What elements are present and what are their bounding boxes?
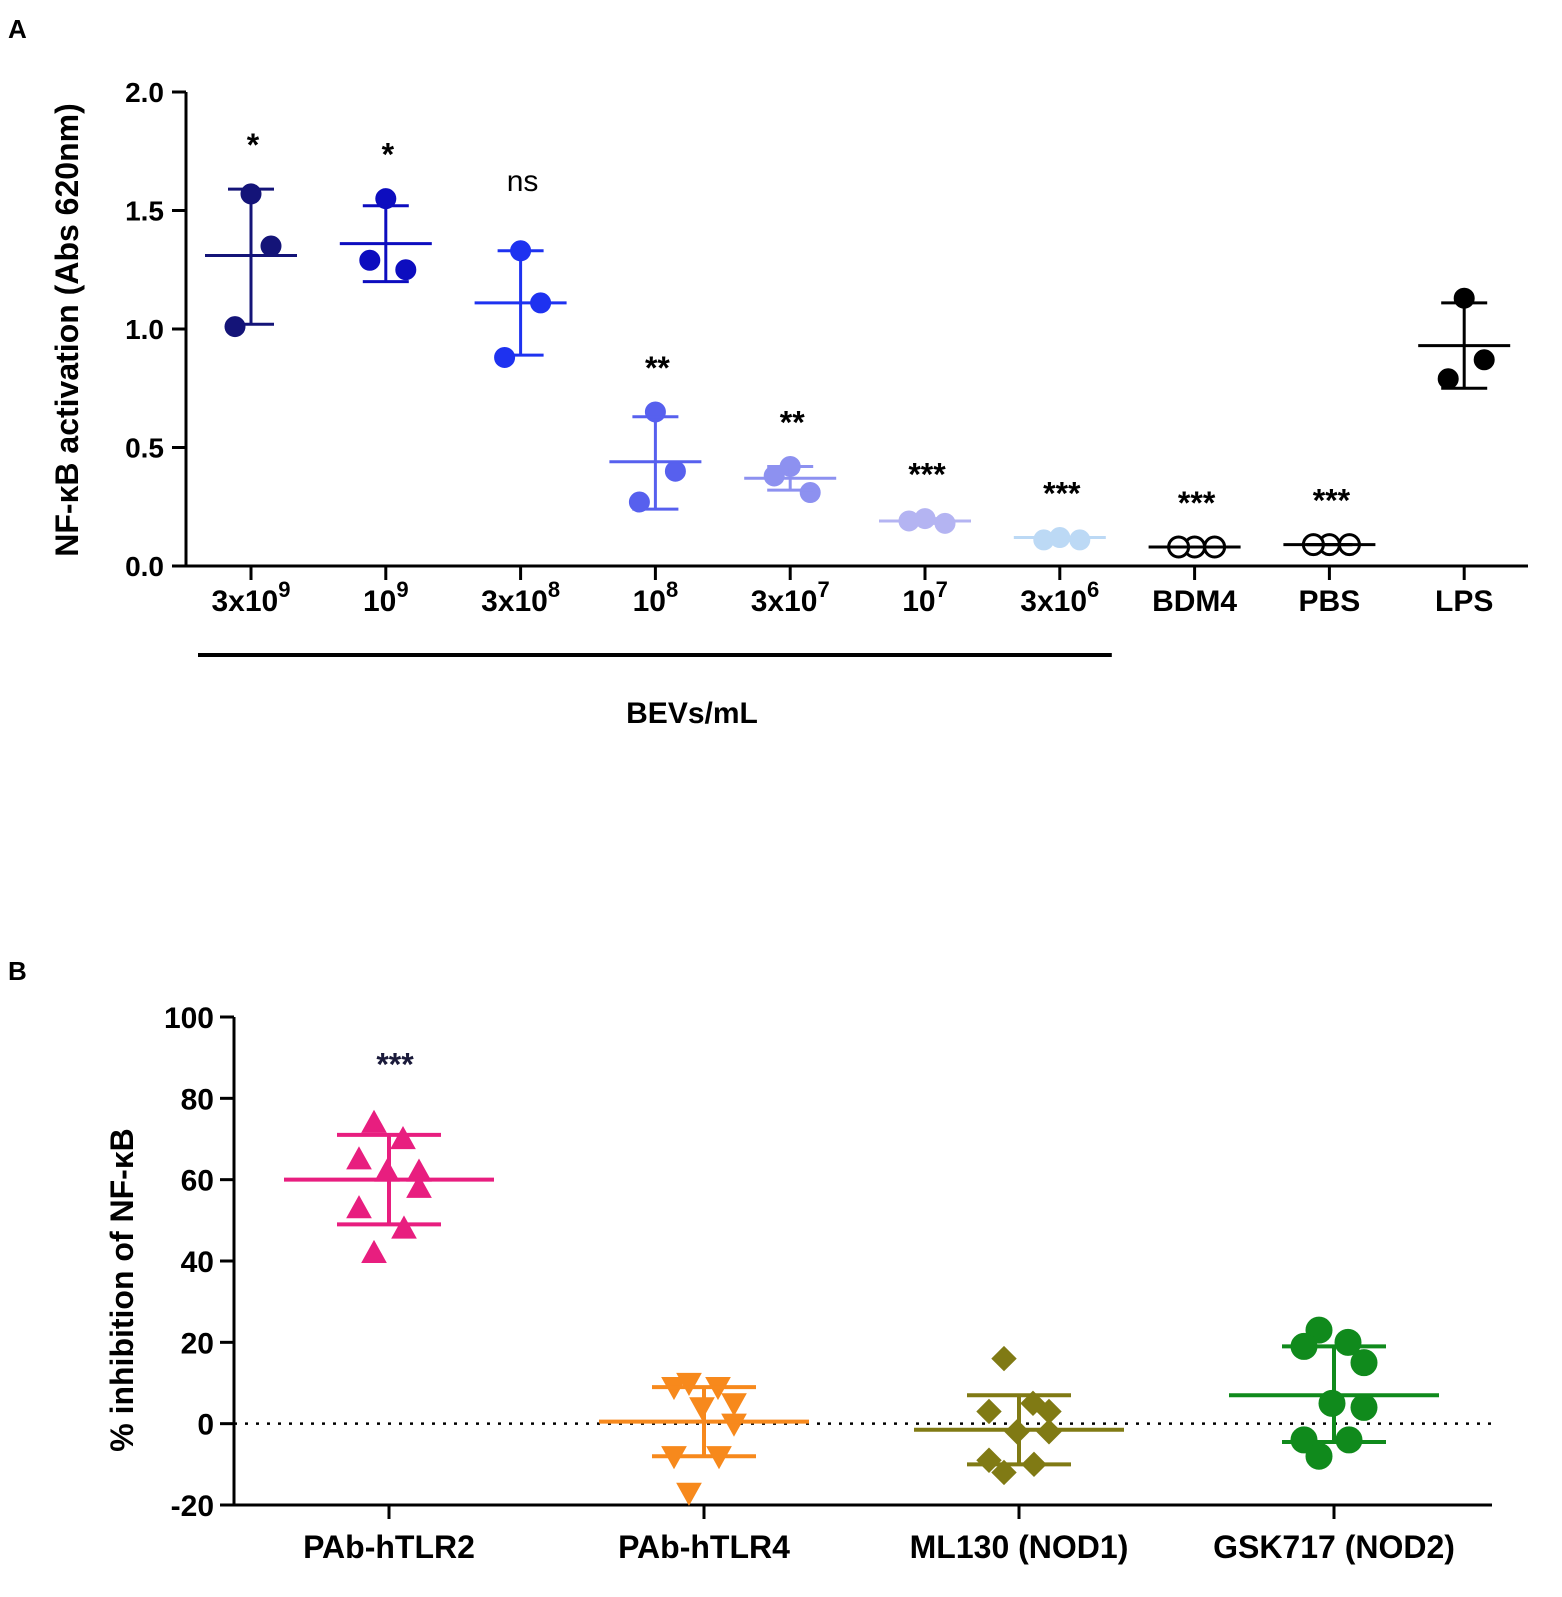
panel-a-ytick-label: 1.0 (125, 314, 164, 345)
panel-b-ylabel: % inhibition of NF-κB (104, 1128, 140, 1452)
panel-a-significance: *** (1178, 485, 1216, 521)
panel-a-point (763, 465, 785, 487)
panel-b-significance: *** (376, 1047, 414, 1083)
panel-b-point (1350, 1349, 1378, 1377)
panel-a-xtick-label: 3x108 (481, 577, 560, 618)
panel-a-xtick-label: 3x106 (1020, 577, 1099, 618)
panel-a-ytick-label: 2.0 (125, 77, 164, 108)
panel-a-xtick-label: 108 (633, 577, 679, 618)
panel-b-point (346, 1146, 372, 1170)
panel-b-point (1335, 1426, 1363, 1454)
panel-a-point (395, 259, 417, 281)
panel-a-significance: * (382, 137, 395, 173)
panel-a-xtick-label: 109 (363, 577, 409, 618)
panel-a-point (1437, 368, 1459, 390)
panel-b-point (1305, 1442, 1333, 1470)
panel-a-ytick-label: 0.5 (125, 433, 164, 464)
panel-b-point (1350, 1393, 1378, 1421)
panel-a-point (1473, 349, 1495, 371)
panel-a-significance: *** (1313, 483, 1351, 519)
panel-a-group-2: 3x108 ns (474, 165, 567, 618)
panel-a-group-6: 3x106 *** (1013, 476, 1106, 618)
panel-b: -20 0 20 40 60 80 100 PAb-hTLR2 *** PAb-hTLR4 ML13… (164, 1002, 1492, 1565)
panel-a-xtick-label: LPS (1435, 585, 1493, 618)
panel-a-point (494, 346, 516, 368)
panel-a-significance: * (247, 127, 260, 163)
panel-a-xtick-label: 3x109 (212, 577, 291, 618)
panel-b-ytick-label: 60 (181, 1165, 214, 1198)
panel-b-point (991, 1459, 1017, 1486)
panel-b-point (361, 1109, 387, 1133)
panel-b-point (1036, 1419, 1062, 1445)
panel-b-point (676, 1482, 702, 1506)
panel-a-point (359, 249, 381, 271)
panel-b-point (346, 1195, 372, 1219)
panel-a-xtick-label: PBS (1299, 585, 1361, 618)
panel-b-group-3: GSK717 (NOD2) (1213, 1316, 1455, 1565)
panel-a-group-label: BEVs/mL (626, 697, 758, 730)
panel-b-point (991, 1345, 1017, 1372)
panel-b-point (390, 1125, 416, 1150)
panel-b-ytick-label: 20 (181, 1327, 214, 1360)
panel-a-xtick-label: 107 (902, 577, 948, 618)
panel-b-point (406, 1174, 432, 1198)
panel-a-point (799, 482, 821, 504)
panel-b-xtick-label: PAb-hTLR2 (303, 1529, 475, 1565)
panel-b-xtick-label: PAb-hTLR4 (618, 1529, 790, 1565)
panel-a-group-0: 3x109 * (205, 127, 297, 618)
panel-b-label: B (8, 956, 27, 986)
panel-a-xtick-label: BDM4 (1152, 585, 1237, 618)
panel-a-group-5: 107 *** (879, 457, 971, 618)
panel-b-point (1334, 1328, 1362, 1356)
panel-a-significance: ** (645, 350, 670, 386)
panel-b-xtick-label: GSK717 (NOD2) (1213, 1529, 1455, 1565)
panel-b-point (721, 1393, 747, 1417)
panel-a-group-7: BDM4 *** (1148, 485, 1241, 618)
panel-a-ylabel: NF-κB activation (Abs 620nm) (49, 103, 85, 556)
panel-b-group-2: ML130 (NOD1) (910, 1345, 1129, 1565)
panel-b-xtick-label: ML130 (NOD1) (910, 1529, 1129, 1565)
panel-a-point (628, 491, 650, 513)
panel-a-point (664, 460, 686, 482)
panel-a-significance: ** (780, 404, 805, 440)
panel-a-point (260, 235, 282, 257)
panel-b-point (976, 1398, 1002, 1425)
panel-b-point (391, 1215, 417, 1239)
panel-a: 0.00.51.01.52.03x109*109*3x108ns108**3x1… (125, 77, 1528, 657)
panel-b-ytick-label: 80 (181, 1083, 214, 1116)
panel-b-point (361, 1239, 387, 1263)
panel-a-point (224, 316, 246, 338)
panel-a-xtick-label: 3x107 (751, 577, 830, 618)
panel-a-group-4: 3x107 ** (744, 404, 837, 618)
panel-b-group-0: PAb-hTLR2 *** (284, 1047, 494, 1565)
panel-a-ytick-label: 1.5 (125, 196, 164, 227)
panel-a-significance: ns (507, 165, 539, 198)
panel-a-group-3: 108 ** (609, 350, 702, 618)
panel-a-ytick-label: 0.0 (125, 551, 164, 582)
panel-a-group-1: 109 * (339, 137, 432, 618)
panel-a-label: A (8, 14, 27, 44)
panel-b-ytick-label: -20 (171, 1490, 214, 1523)
panel-b-ytick-label: 40 (181, 1246, 214, 1279)
panel-a-group-9: LPS (1418, 287, 1511, 618)
panel-b-ytick-label: 100 (164, 1002, 214, 1035)
panel-a-significance: *** (908, 457, 946, 493)
panel-a-group-8: PBS *** (1283, 483, 1376, 618)
panel-b-ytick-label: 0 (197, 1409, 214, 1442)
panel-a-significance: *** (1043, 476, 1081, 512)
panel-b-group-1: PAb-hTLR4 (599, 1372, 809, 1565)
panel-b-point (721, 1413, 747, 1437)
